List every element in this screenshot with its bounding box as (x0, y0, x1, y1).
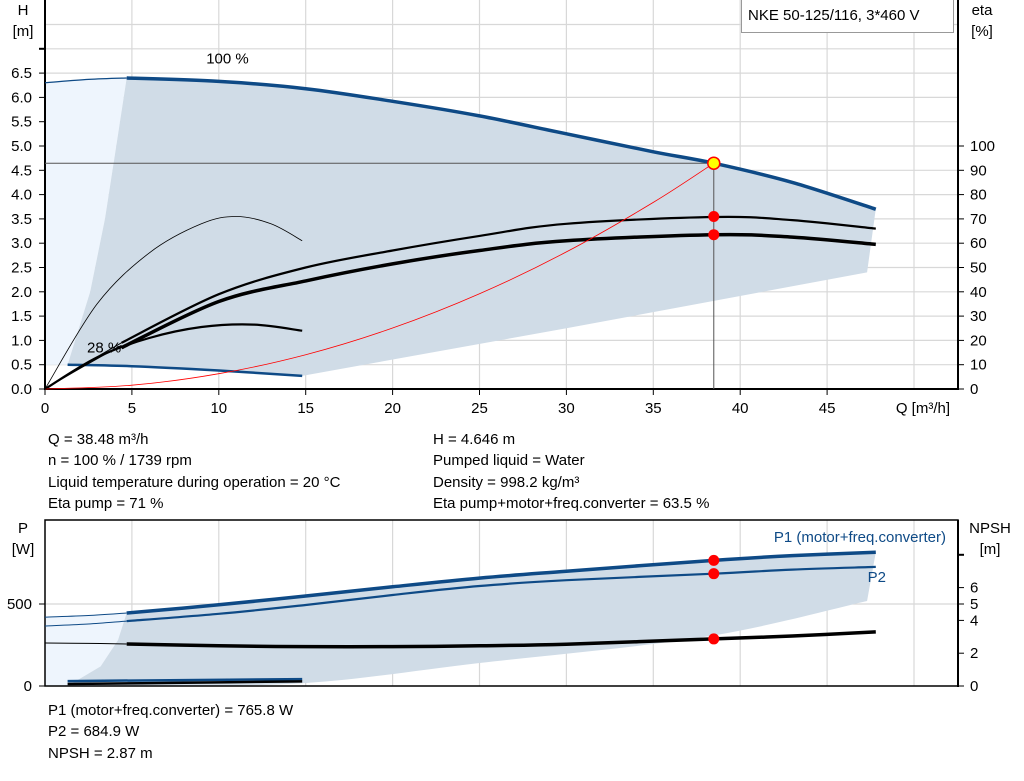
curve-eta28_total (44, 323, 303, 390)
y2-tick-label: 70 (970, 211, 987, 228)
y2-tick-label: 30 (970, 308, 987, 325)
duty-point-eta-total (708, 229, 720, 241)
y-tick-label: 4.0 (11, 187, 32, 204)
result-liquid: Pumped liquid = Water (433, 452, 585, 469)
curve-p2 (126, 565, 876, 623)
curve-eta_total (120, 232, 876, 350)
curve-p2_ext (44, 620, 127, 627)
y-tick-label: 500 (7, 596, 32, 613)
y-tick-label: 0 (24, 678, 32, 695)
y-tick-label: 2.0 (11, 284, 32, 301)
y-tick-label: 6.5 (11, 65, 32, 82)
x-tick-label: 30 (558, 400, 575, 417)
y-axis-label-unit: [m] (13, 23, 34, 40)
curve-eta28_pump (44, 216, 303, 390)
y2-tick-label: 60 (970, 235, 987, 252)
y-axis-label-name: P (18, 520, 28, 537)
curve-p2_28 (67, 680, 303, 686)
y-tick-label: 4.5 (11, 162, 32, 179)
y-tick-label: 5.0 (11, 138, 32, 155)
area-extended-range (45, 613, 127, 686)
result-density: Density = 998.2 kg/m³ (433, 474, 580, 491)
result-q: Q = 38.48 m³/h (48, 431, 149, 448)
y2-tick-label: 5 (970, 596, 978, 613)
y2-tick-label: 0 (970, 381, 978, 398)
speed-label-1: 28 % (87, 340, 121, 357)
y2-tick-label: 90 (970, 162, 987, 179)
y-tick-label: 5.5 (11, 114, 32, 131)
x-tick-label: 40 (732, 400, 749, 417)
y2-tick-label: 80 (970, 187, 987, 204)
y-tick-label: 6.0 (11, 89, 32, 106)
result-npsh: NPSH = 2.87 m (48, 745, 153, 762)
y2-tick-label: 50 (970, 260, 987, 277)
series-label-p1: P1 (motor+freq.converter) (774, 529, 946, 546)
result-n: n = 100 % / 1739 rpm (48, 452, 192, 469)
result-p2: P2 = 684.9 W (48, 723, 140, 740)
y-tick-label: 1.5 (11, 308, 32, 325)
y2-tick-label: 0 (970, 678, 978, 695)
result-eta-total: Eta pump+motor+freq.converter = 63.5 % (433, 495, 710, 512)
duty-point-h (707, 156, 721, 170)
y-tick-label: 1.0 (11, 332, 32, 349)
series-label-p2: P2 (868, 569, 886, 586)
y2-tick-label: 40 (970, 284, 987, 301)
result-eta-pump: Eta pump = 71 % (48, 495, 164, 512)
curve-npsh (126, 630, 876, 649)
duty-point-p1 (708, 554, 720, 566)
y2-tick-label: 20 (970, 332, 987, 349)
duty-point-p2 (708, 568, 720, 580)
x-tick-label: 45 (819, 400, 836, 417)
area-operating-range (67, 77, 876, 376)
y-axis-label-unit: [W] (12, 541, 35, 558)
y2-axis-label-name: NPSH (969, 520, 1011, 537)
curve-p1_ext (44, 612, 127, 618)
curve-h28 (67, 363, 303, 378)
curve-h100_ext (44, 77, 127, 84)
power-npsh-chart: 0 500 0 2 456 P [W] NPSH [m] P1 (motor+freq.conve… (7, 519, 1011, 695)
y-tick-label: 0.5 (11, 357, 32, 374)
x-axis-label: Q [m³/h] (896, 400, 950, 417)
x-tick-label: 15 (297, 400, 314, 417)
x-tick-label: 25 (471, 400, 488, 417)
result-h: H = 4.646 m (433, 431, 516, 448)
x-tick-label: 20 (384, 400, 401, 417)
curve-p1_28 (67, 677, 303, 683)
result-p1: P1 (motor+freq.converter) = 765.8 W (48, 702, 294, 719)
y-tick-label: 0.0 (11, 381, 32, 398)
y-tick-label: 3.0 (11, 235, 32, 252)
curve-eta-total-ext (44, 344, 122, 390)
legend-box: NKE 50-125/116, 3*460 V (741, 0, 954, 33)
curve-p1 (126, 550, 876, 615)
duty-point-eta-pump (708, 210, 720, 222)
y2-tick-label: 6 (970, 580, 978, 597)
result-temp: Liquid temperature during operation = 20… (48, 474, 341, 491)
curve-npsh_ext (44, 642, 127, 645)
duty-point-npsh (708, 633, 720, 645)
y2-axis-label-name: eta (972, 2, 994, 19)
qh-chart: 0.0 0.5 1.0 1.5 2.0 2.5 3.0 3.5 4.0 4.5 5.0 5.5 6.0 6… (11, 0, 995, 417)
x-tick-label: 35 (645, 400, 662, 417)
curve-eta_pump (121, 215, 876, 344)
y2-tick-label: 4 (970, 612, 978, 629)
y2-tick-label: 2 (970, 645, 978, 662)
x-tick-label: 10 (210, 400, 227, 417)
legend-title: NKE 50-125/116, 3*460 V (748, 7, 920, 24)
curve-h100 (126, 76, 877, 211)
y2-tick-label: 100 (970, 138, 995, 155)
y2-axis-label-unit: [m] (980, 541, 1001, 558)
curve-system (44, 162, 715, 390)
y-tick-label: 2.5 (11, 260, 32, 277)
y2-axis-label-unit: [%] (971, 23, 993, 40)
y-tick-label: 3.5 (11, 211, 32, 228)
x-tick-label: 5 (128, 400, 136, 417)
y-axis-label-name: H (18, 2, 29, 19)
area-operating-range (67, 552, 876, 686)
speed-label-0: 100 % (206, 50, 249, 67)
y2-tick-label: 10 (970, 357, 987, 374)
area-extended-range (45, 77, 127, 365)
x-tick-label: 0 (41, 400, 49, 417)
